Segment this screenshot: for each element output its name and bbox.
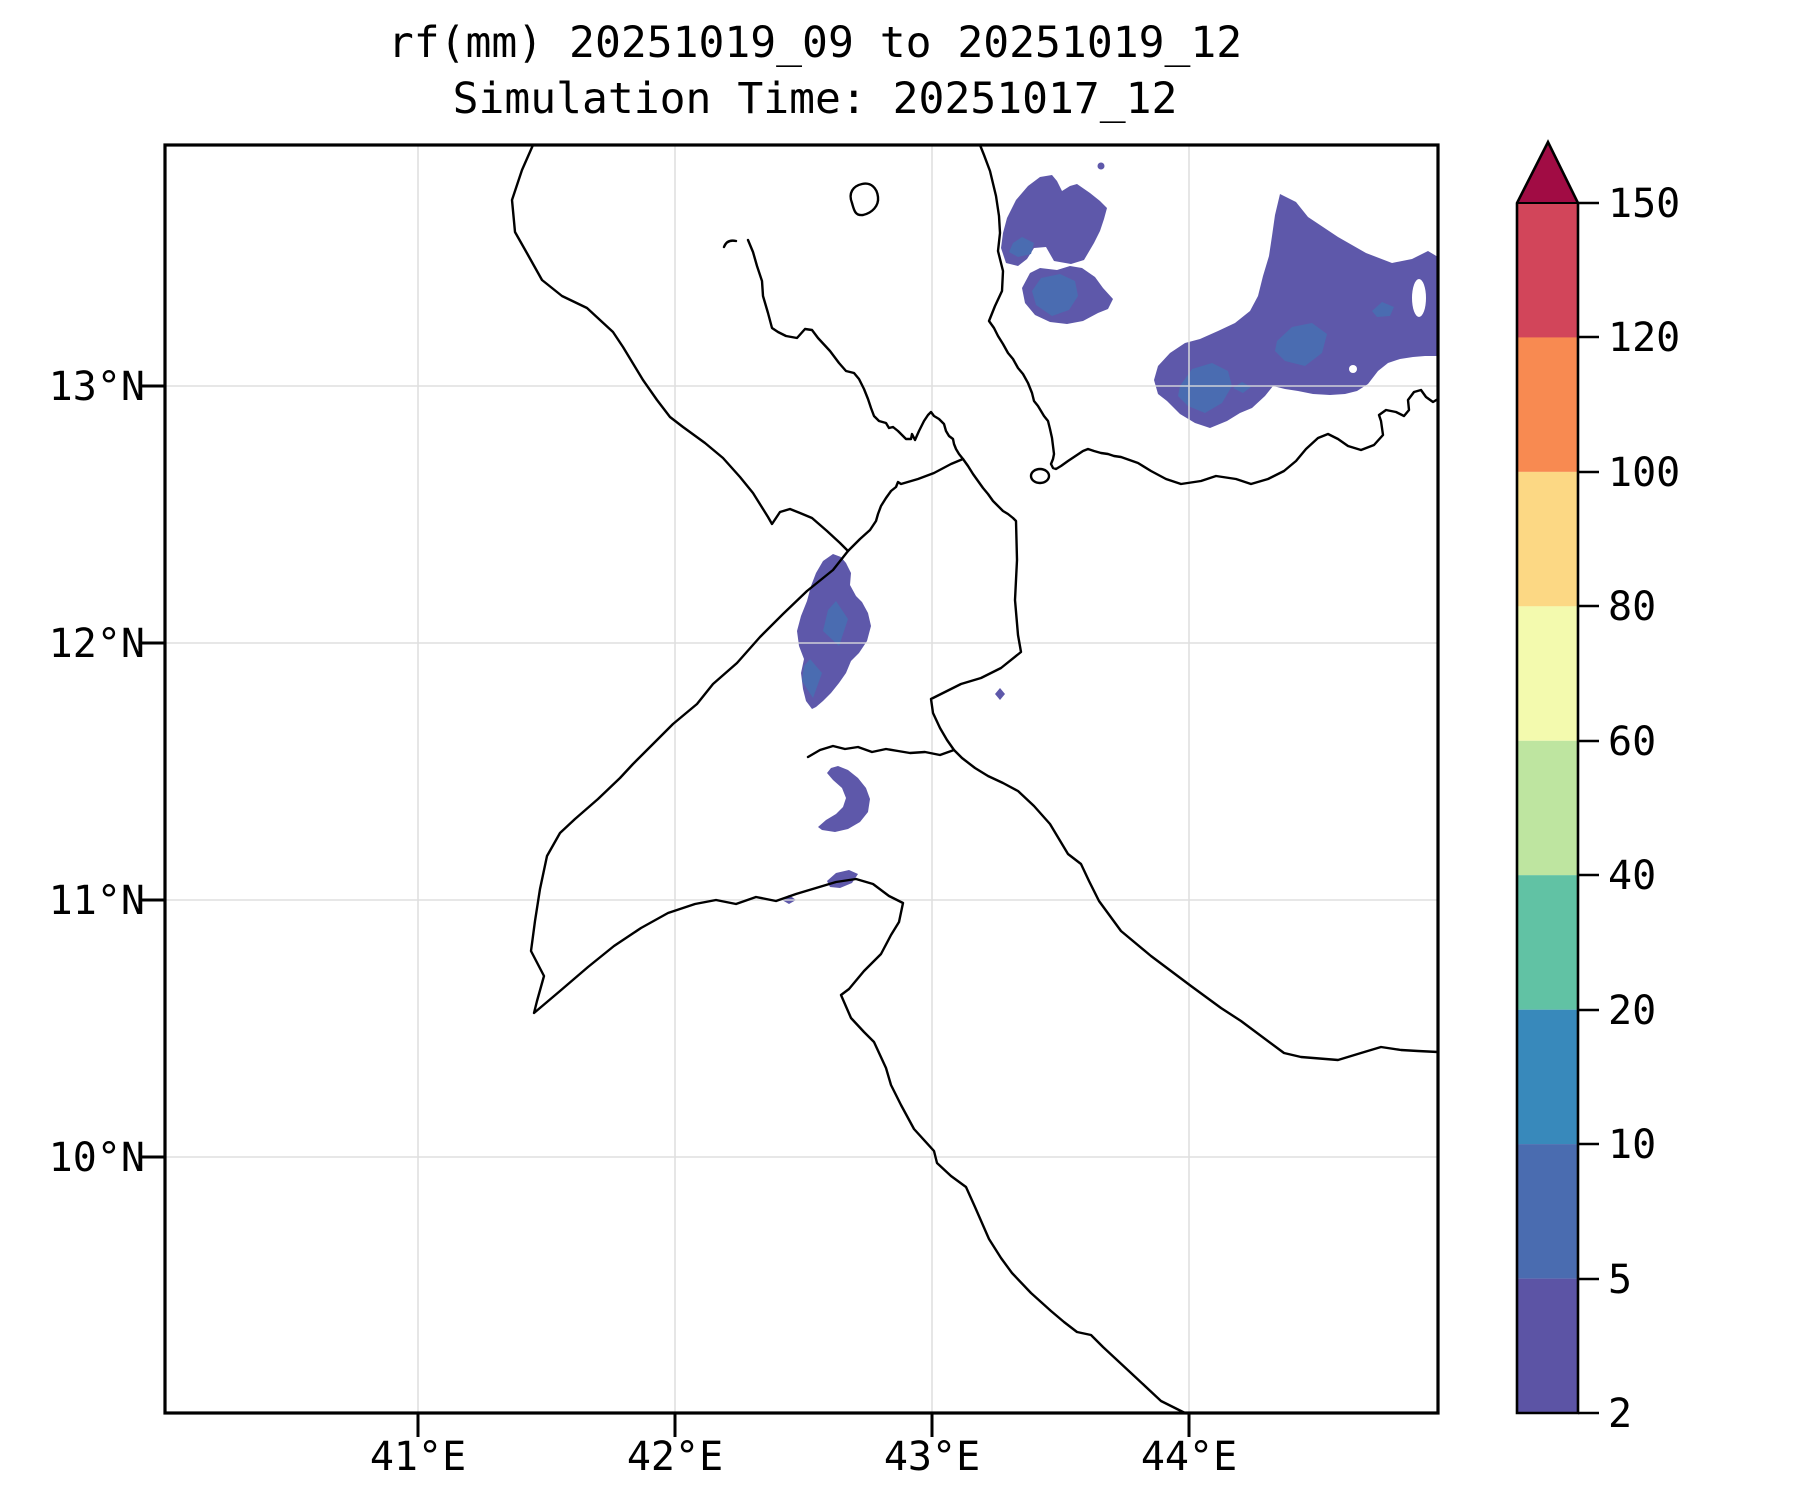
coastline-yemen (978, 143, 1440, 486)
cbar-label-80: 80 (1608, 584, 1656, 630)
ytick-label-10N: 10°N (49, 1135, 145, 1181)
colorbar: 150 120 100 80 60 40 20 10 5 2 (1515, 139, 1680, 1437)
plot-title: rf(mm) 20251019_09 to 20251019_12 Simula… (388, 18, 1242, 124)
xtick-label-43E: 43°E (884, 1434, 980, 1480)
cbar-label-120: 120 (1608, 315, 1680, 361)
ytick-label-13N: 13°N (49, 364, 145, 410)
colorbar-seg-10-20 (1517, 1009, 1578, 1145)
rain-cell-dot (995, 688, 1005, 700)
colorbar-labels: 150 120 100 80 60 40 20 10 5 2 (1608, 181, 1680, 1437)
colorbar-tick-marks (1578, 201, 1599, 1415)
island-perim (1029, 467, 1051, 485)
border-segment-doumeira (846, 457, 965, 553)
rain-cell-djibouti-core-2 (802, 659, 822, 698)
colorbar-segments (1517, 142, 1578, 1413)
ytick-label-12N: 12°N (49, 621, 145, 667)
cbar-label-150: 150 (1608, 181, 1680, 227)
cbar-label-100: 100 (1608, 450, 1680, 496)
rainfall-cells (782, 162, 1438, 904)
rain-cell-east-core-3 (1372, 302, 1394, 317)
colorbar-seg-60-80 (1517, 606, 1578, 741)
rain-cell-crescent (818, 766, 870, 832)
coastline-djibouti-southwest (529, 549, 1187, 1415)
rain-cell-djibouti-core-1 (823, 601, 848, 646)
rain-cell-east-core-1 (1275, 323, 1327, 366)
map-frame (163, 143, 1440, 1415)
rain-cell-east-hole-dot (1349, 365, 1357, 373)
rain-cell-north-2-core (1032, 274, 1078, 316)
x-axis-labels: 41°E 42°E 43°E 44°E (370, 1434, 1237, 1480)
island-squiggle (722, 239, 738, 249)
colorbar-seg-120-150 (1517, 203, 1578, 338)
colorbar-seg-20-40 (1517, 875, 1578, 1010)
rain-cell-east-hole (1412, 279, 1426, 317)
coastline-obock-gulf-tadjoura (746, 238, 1440, 1062)
cbar-label-10: 10 (1608, 1122, 1656, 1168)
axis-tick-marks (141, 384, 1191, 1437)
y-axis-labels: 13°N 12°N 11°N 10°N (49, 364, 145, 1181)
cbar-label-5: 5 (1608, 1257, 1632, 1303)
cbar-label-60: 60 (1608, 719, 1656, 765)
cbar-label-20: 20 (1608, 988, 1656, 1034)
colorbar-outline (1515, 139, 1580, 1415)
coastline-eritrea-redsea (510, 143, 850, 553)
colorbar-seg-5-10 (1517, 1144, 1578, 1279)
rain-cell-east-core-2 (1178, 363, 1232, 413)
colorbar-seg-100-120 (1517, 337, 1578, 472)
map-panel: 13°N 12°N 11°N 10°N 41°E 42°E 43°E 44°E (49, 143, 1440, 1480)
ytick-label-11N: 11°N (49, 878, 145, 924)
island-redsea (849, 182, 880, 217)
xtick-label-41E: 41°E (370, 1434, 466, 1480)
coastlines (510, 143, 1440, 1415)
cbar-label-2: 2 (1608, 1391, 1632, 1437)
colorbar-seg-2-5 (1517, 1278, 1578, 1413)
xtick-label-42E: 42°E (627, 1434, 723, 1480)
cbar-label-40: 40 (1608, 853, 1656, 899)
colorbar-seg-40-60 (1517, 740, 1578, 876)
colorbar-extend-arrow (1517, 142, 1578, 203)
coastline-gulf-tadjoura-south-shore (806, 744, 956, 759)
rain-cell-east-core-4 (1233, 382, 1251, 393)
colorbar-seg-80-100 (1517, 471, 1578, 607)
xtick-label-44E: 44°E (1141, 1434, 1237, 1480)
rain-cell-speck (1097, 162, 1105, 170)
rain-cell-north-1-core (1009, 237, 1034, 257)
title-line-1: rf(mm) 20251019_09 to 20251019_12 (388, 18, 1242, 68)
graticule (165, 145, 1438, 1413)
title-line-2: Simulation Time: 20251017_12 (453, 74, 1178, 124)
